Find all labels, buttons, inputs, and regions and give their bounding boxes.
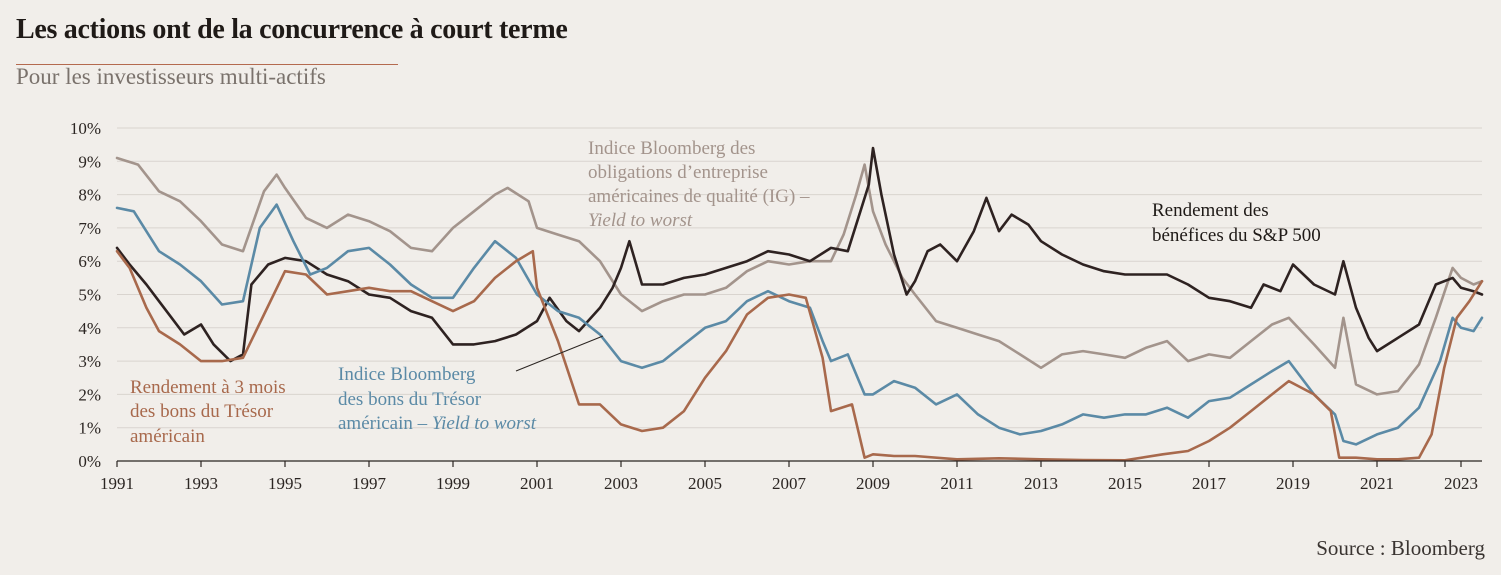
ig-label-line4: Yield to worst [588, 210, 693, 231]
y-tick-label: 4% [78, 319, 101, 338]
x-tick-label: 2015 [1108, 474, 1142, 493]
ig-label-line2: obligations d’entreprise [588, 162, 768, 183]
x-tick-label: 1995 [268, 474, 302, 493]
y-axis-ticks: 0% 1% 2% 3% 4% 5% 6% 7% 8% 9% 10% [70, 119, 101, 471]
source-note: Source : Bloomberg [1316, 536, 1485, 560]
sp500-label-line2: bénéfices du S&P 500 [1152, 225, 1321, 246]
x-tick-label: 2019 [1276, 474, 1310, 493]
x-tick-label: 1997 [352, 474, 387, 493]
x-tick-label: 2009 [856, 474, 890, 493]
y-tick-label: 7% [78, 219, 101, 238]
x-tick-label: 2005 [688, 474, 722, 493]
ig-label-line1: Indice Bloomberg des [588, 138, 755, 159]
y-tick-label: 10% [70, 119, 101, 138]
y-tick-label: 6% [78, 252, 101, 271]
y-tick-label: 3% [78, 352, 101, 371]
treasury-label-line2: des bons du Trésor [338, 389, 482, 410]
x-axis-ticks: 1991 1993 1995 1997 1999 2001 2003 2005 2007 2009… [100, 461, 1478, 493]
ig-label-line3: américaines de qualité (IG) – [588, 186, 810, 207]
x-tick-label: 2021 [1360, 474, 1394, 493]
x-tick-label: 2001 [520, 474, 554, 493]
y-tick-label: 1% [78, 419, 101, 438]
x-tick-label: 2023 [1444, 474, 1478, 493]
annotations: Indice Bloomberg des obligations d’entre… [130, 138, 1321, 447]
tbill-label-line1: Rendement à 3 mois [130, 377, 286, 398]
title-divider [16, 64, 398, 65]
x-tick-label: 2017 [1192, 474, 1227, 493]
y-tick-label: 9% [78, 152, 101, 171]
x-tick-label: 2013 [1024, 474, 1058, 493]
series-line-sp500 [115, 146, 1484, 363]
x-tick-label: 2007 [772, 474, 807, 493]
series-line-treasury [115, 203, 1484, 446]
y-tick-label: 8% [78, 186, 101, 205]
y-tick-label: 5% [78, 286, 101, 305]
series-line-tbill [115, 249, 1484, 462]
y-tick-label: 2% [78, 385, 101, 404]
tbill-label-line2: des bons du Trésor [130, 401, 274, 422]
series-lines [115, 146, 1484, 462]
chart-subtitle: Pour les investisseurs multi-actifs [16, 64, 326, 89]
x-tick-label: 2003 [604, 474, 638, 493]
treasury-label-line1: Indice Bloomberg [338, 364, 476, 385]
treasury-label-line3: américain – Yield to worst [338, 413, 537, 434]
chart-title: Les actions ont de la concurrence à cour… [16, 14, 568, 45]
x-tick-label: 1999 [436, 474, 470, 493]
x-tick-label: 2011 [940, 474, 973, 493]
tbill-label-line3: américain [130, 426, 205, 447]
treasury-leader-line [515, 335, 604, 372]
y-tick-label: 0% [78, 452, 101, 471]
sp500-label-line1: Rendement des [1152, 200, 1269, 221]
gridlines [117, 127, 1482, 429]
x-tick-label: 1993 [184, 474, 218, 493]
x-tick-label: 1991 [100, 474, 134, 493]
